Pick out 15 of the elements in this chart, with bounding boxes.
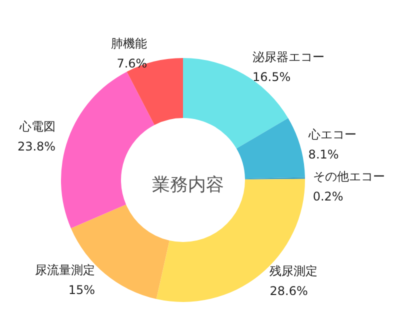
slice-label: 肺機能	[111, 36, 148, 51]
text: 業務内容	[152, 174, 224, 196]
data-label: 8.1%	[308, 147, 339, 162]
slice-label: 尿流量測定	[34, 263, 95, 278]
slice-label: 心エコー	[307, 127, 356, 142]
slice-label: 残尿測定	[270, 264, 318, 278]
data-label: 16.5%	[252, 70, 291, 84]
data-label: 28.6%	[270, 284, 308, 298]
slice-label: 心電図	[18, 119, 56, 134]
data-label: 0.2%	[312, 189, 344, 204]
slice-label: その他エコー	[312, 169, 385, 184]
data-label: 15%	[68, 283, 95, 298]
slice-label: 泌尿器エコー	[252, 50, 325, 64]
data-label: 23.8%	[17, 139, 56, 154]
data-label: 7.6%	[116, 56, 148, 71]
